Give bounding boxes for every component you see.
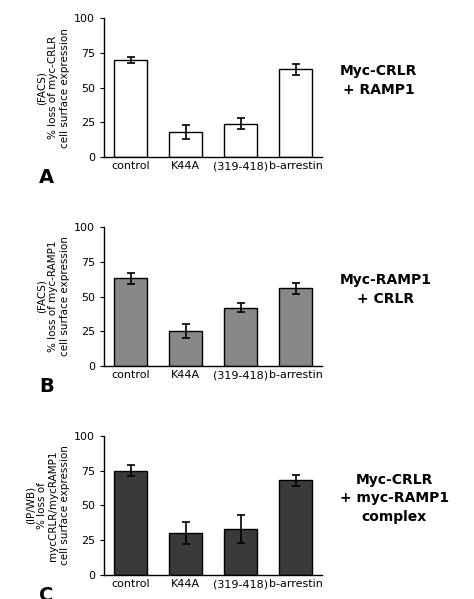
Text: A: A: [39, 168, 54, 187]
Text: Myc-RAMP1
+ CRLR: Myc-RAMP1 + CRLR: [340, 273, 432, 305]
Bar: [169, 132, 202, 158]
Bar: [114, 471, 147, 575]
Y-axis label: (FACS)
% loss of myc-CRLR
cell surface expression: (FACS) % loss of myc-CRLR cell surface e…: [37, 28, 70, 147]
Bar: [224, 529, 257, 575]
Text: Myc-CRLR
+ RAMP1: Myc-CRLR + RAMP1: [340, 65, 417, 97]
Bar: [279, 69, 312, 158]
Bar: [279, 288, 312, 366]
Bar: [114, 279, 147, 366]
Bar: [114, 60, 147, 158]
Text: Myc-CRLR
+ myc-RAMP1
complex: Myc-CRLR + myc-RAMP1 complex: [340, 473, 449, 524]
Bar: [224, 124, 257, 158]
Bar: [224, 308, 257, 366]
Bar: [169, 331, 202, 366]
Text: B: B: [39, 377, 54, 397]
Bar: [169, 533, 202, 575]
Y-axis label: (IP/WB)
% loss of
mycCRLR/mycRAMP1
cell surface expression: (IP/WB) % loss of mycCRLR/mycRAMP1 cell …: [25, 446, 70, 565]
Y-axis label: (FACS)
% loss of myc-RAMP1
cell surface expression: (FACS) % loss of myc-RAMP1 cell surface …: [37, 237, 70, 356]
Text: C: C: [39, 586, 53, 599]
Bar: [279, 480, 312, 575]
